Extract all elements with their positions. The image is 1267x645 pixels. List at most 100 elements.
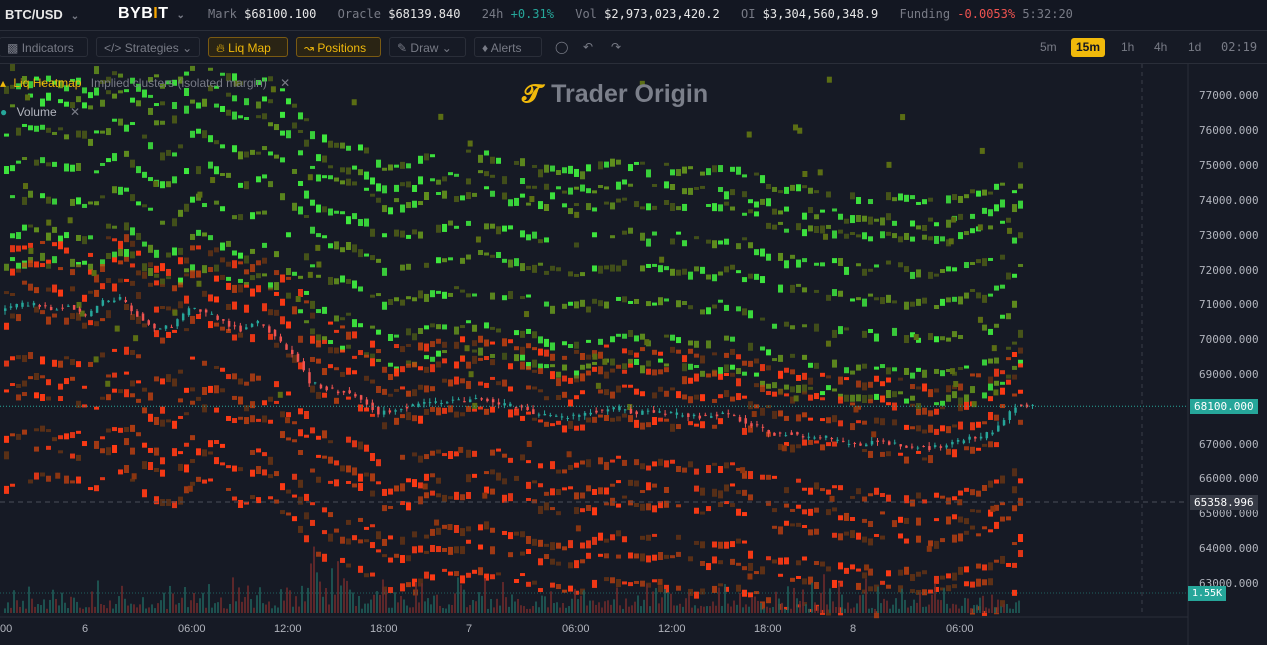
volume-bar — [334, 594, 336, 613]
timeframe-15m[interactable]: 15m — [1071, 38, 1106, 57]
short-liq-cluster — [898, 236, 903, 243]
redo-icon[interactable]: ↷ — [611, 40, 622, 54]
long-liq-cluster — [622, 581, 627, 585]
liq-dot — [864, 564, 870, 571]
long-liq-cluster — [508, 363, 513, 370]
undo-icon[interactable]: ↶ — [583, 40, 594, 54]
short-liq-cluster — [118, 118, 123, 126]
timeframe-1d[interactable]: 1d — [1188, 40, 1202, 54]
positions-button[interactable]: ↝ Positions — [296, 37, 381, 57]
candle-body — [807, 436, 811, 438]
long-liq-cluster — [292, 516, 297, 522]
volume-bar — [583, 590, 585, 613]
volume-bar — [55, 598, 57, 613]
liq-heatmap-legend[interactable]: ▴ Liq Heatmap Implied clusters (isolated… — [0, 76, 290, 90]
long-liq-cluster — [430, 528, 435, 536]
long-liq-cluster — [1018, 534, 1023, 543]
candle-body — [514, 406, 518, 408]
candle-body — [899, 444, 902, 447]
indicators-button[interactable]: ▩ Indicators — [0, 37, 88, 57]
long-liq-cluster — [238, 416, 243, 420]
price-chart[interactable] — [0, 64, 1267, 645]
long-liq-cluster — [454, 341, 459, 349]
long-liq-cluster — [256, 375, 261, 381]
short-liq-cluster — [838, 257, 843, 266]
long-liq-cluster — [658, 351, 663, 356]
short-liq-cluster — [652, 205, 657, 210]
short-liq-cluster — [664, 162, 669, 166]
volume-bar — [565, 607, 567, 613]
long-liq-cluster — [952, 385, 957, 390]
short-liq-cluster — [10, 64, 15, 72]
short-liq-cluster — [496, 157, 501, 164]
volume-bar — [745, 604, 747, 613]
short-liq-cluster — [1012, 300, 1017, 308]
long-liq-cluster — [646, 482, 651, 491]
long-liq-cluster — [232, 465, 237, 472]
volume-bar — [511, 594, 513, 613]
short-liq-cluster — [52, 226, 57, 233]
long-liq-cluster — [766, 597, 771, 604]
strategies-button[interactable]: </> Strategies ⌄ — [96, 37, 200, 57]
short-liq-cluster — [148, 77, 153, 83]
short-liq-cluster — [970, 386, 975, 394]
alerts-button[interactable]: ♦ Alerts — [474, 37, 542, 57]
short-liq-cluster — [1000, 254, 1005, 260]
long-liq-cluster — [622, 495, 627, 499]
short-liq-cluster — [640, 232, 645, 241]
short-liq-cluster — [616, 333, 621, 337]
short-liq-cluster — [10, 195, 15, 199]
long-liq-cluster — [34, 428, 39, 432]
long-liq-cluster — [394, 485, 399, 492]
volume-bar — [883, 598, 885, 613]
liq-dot — [575, 525, 581, 532]
long-liq-cluster — [490, 488, 495, 495]
short-liq-cluster — [340, 275, 345, 283]
short-liq-cluster — [562, 303, 567, 309]
candle-body — [210, 313, 214, 315]
eraser-icon[interactable]: ◯ — [555, 40, 569, 54]
long-liq-cluster — [160, 263, 165, 272]
draw-button[interactable]: ✎ Draw ⌄ — [389, 37, 466, 57]
symbol-selector[interactable]: BTC/USD ⌄ — [5, 7, 79, 22]
volume-bar — [160, 600, 162, 613]
short-liq-cluster — [274, 282, 279, 291]
short-liq-cluster — [922, 234, 927, 240]
long-liq-cluster — [598, 351, 603, 359]
chart-canvas[interactable] — [0, 64, 1267, 645]
long-liq-cluster — [460, 575, 465, 584]
long-liq-cluster — [658, 552, 663, 561]
long-liq-cluster — [586, 552, 591, 559]
volume-bar — [514, 601, 516, 613]
exchange-selector[interactable]: BYBIT ⌄ — [118, 5, 185, 23]
candle-body — [417, 403, 420, 407]
long-liq-cluster — [994, 479, 999, 484]
candle-body — [1002, 420, 1006, 426]
short-liq-cluster — [76, 197, 81, 205]
long-liq-cluster — [778, 410, 783, 417]
long-liq-cluster — [712, 585, 717, 593]
long-liq-cluster — [88, 252, 93, 257]
long-liq-cluster — [748, 494, 753, 501]
long-liq-cluster — [490, 469, 495, 475]
long-liq-cluster — [10, 483, 15, 487]
timeframe-5m[interactable]: 5m — [1040, 40, 1057, 54]
long-liq-cluster — [10, 356, 15, 361]
short-liq-cluster — [826, 385, 831, 391]
candle-body — [457, 399, 460, 401]
candle-body — [1008, 411, 1012, 420]
short-liq-cluster — [814, 190, 819, 194]
close-icon[interactable]: ✕ — [69, 105, 81, 119]
volume-legend[interactable]: ● Volume ✕ — [0, 105, 80, 119]
timeframe-4h[interactable]: 4h — [1154, 40, 1168, 54]
long-liq-cluster — [400, 501, 405, 506]
timeframe-1h[interactable]: 1h — [1121, 40, 1135, 54]
liq-map-button[interactable]: 🔥︎ Liq Map — [208, 37, 288, 57]
trend-icon: ↝ — [304, 41, 315, 55]
long-liq-cluster — [142, 387, 147, 392]
candle-body — [434, 401, 438, 403]
close-icon[interactable]: ✕ — [280, 76, 291, 90]
long-liq-cluster — [850, 495, 855, 499]
long-liq-cluster — [568, 399, 573, 407]
liq-dot — [172, 309, 178, 316]
